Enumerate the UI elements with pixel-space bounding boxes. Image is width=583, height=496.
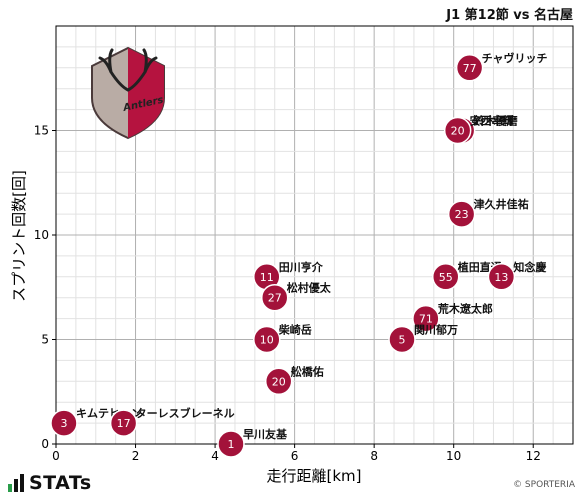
player-point: 77 チャヴリッチ — [455, 51, 548, 82]
player-point: 27 松村優太 — [260, 281, 332, 312]
y-tick-label: 0 — [41, 437, 49, 451]
copyright: © SPORTERIA — [513, 480, 575, 490]
kashima-antlers-crest-icon: Antlers — [91, 46, 165, 140]
player-marker — [412, 304, 440, 333]
player-name-label: 松村優太 — [287, 281, 332, 295]
player-name-label: 関川郁万 — [414, 323, 458, 337]
player-number-label: 3 — [60, 417, 67, 430]
player-marker — [455, 54, 484, 82]
player-number-label: 10 — [260, 334, 274, 347]
x-tick-label: 8 — [370, 449, 378, 463]
y-axis-label: スプリント回数[回] — [10, 170, 28, 302]
player-marker — [431, 263, 460, 291]
player-marker — [388, 325, 416, 354]
player-number-label: 77 — [463, 62, 477, 75]
player-number-label: 20 — [451, 125, 465, 138]
player-name-label: 舩橋佑 — [291, 364, 324, 378]
player-point: 20 舩橋佑 — [264, 364, 324, 396]
player-name-label: 柴崎岳 — [278, 323, 312, 337]
player-marker — [253, 325, 281, 354]
player-number-label: 1 — [227, 438, 234, 451]
player-number-label: 71 — [419, 313, 433, 326]
player-number-label: 5 — [398, 334, 405, 347]
player-name-label: チャヴリッチ — [482, 51, 548, 65]
player-point: 17 ターレスブレーネル — [109, 406, 235, 437]
x-axis-label: 走行距離[km] — [266, 467, 361, 485]
player-number-label: 17 — [117, 417, 131, 430]
player-name-label: 早川友基 — [243, 427, 288, 441]
player-point: 5 関川郁万 — [388, 323, 458, 354]
player-name-label: 安西幸輝 — [470, 114, 514, 128]
y-tick-label: 10 — [34, 228, 49, 242]
player-name-label: 津久井佳祐 — [474, 197, 529, 211]
stats-brand: STATs — [8, 472, 92, 494]
x-tick-label: 12 — [526, 449, 541, 463]
player-number-label: 27 — [268, 292, 282, 305]
x-tick-label: 6 — [291, 449, 299, 463]
player-number-label: 23 — [455, 208, 469, 221]
player-number-label: 55 — [439, 271, 453, 284]
player-number-label: 11 — [260, 271, 274, 284]
player-name-label: ターレスブレーネル — [136, 406, 235, 420]
player-point: 71 荒木遼太郎 — [412, 302, 493, 333]
player-point: 13 知念慶 — [487, 260, 546, 291]
brand-name: STATs — [29, 472, 92, 494]
x-tick-label: 0 — [52, 449, 60, 463]
x-tick-label: 4 — [211, 449, 219, 463]
player-name-label: 鈴木優磨 — [474, 114, 519, 128]
player-point: 10 柴崎岳 — [253, 323, 312, 354]
player-point: 20 安西幸輝 — [443, 114, 514, 145]
x-tick-label: 2 — [132, 449, 140, 463]
player-marker — [217, 430, 245, 458]
player-name-label: 知念慶 — [512, 260, 546, 274]
player-point: 11 田川亨介 — [253, 260, 324, 291]
data-points: 77チャヴリッチ40鈴木優磨20安西幸輝23津久井佳祐55植田直通13知念慶11… — [50, 51, 548, 458]
player-marker — [487, 263, 516, 291]
player-marker — [109, 409, 138, 437]
x-tick-label: 10 — [446, 449, 461, 463]
player-marker — [443, 116, 472, 145]
y-tick-label: 5 — [41, 333, 49, 347]
player-marker — [264, 367, 293, 396]
player-marker — [260, 283, 289, 312]
player-marker — [447, 200, 476, 228]
player-name-label: 荒木遼太郎 — [437, 302, 493, 316]
player-point: 23 津久井佳祐 — [447, 197, 529, 228]
player-number-label: 20 — [272, 375, 286, 388]
y-tick-label: 15 — [34, 124, 49, 138]
player-name-label: 田川亨介 — [279, 260, 324, 274]
player-number-label: 13 — [494, 271, 508, 284]
match-title: J1 第12節 vs 名古屋 — [446, 8, 573, 23]
player-marker — [50, 409, 78, 437]
stats-bars-icon — [8, 474, 24, 492]
player-point: 1 早川友基 — [217, 427, 288, 458]
